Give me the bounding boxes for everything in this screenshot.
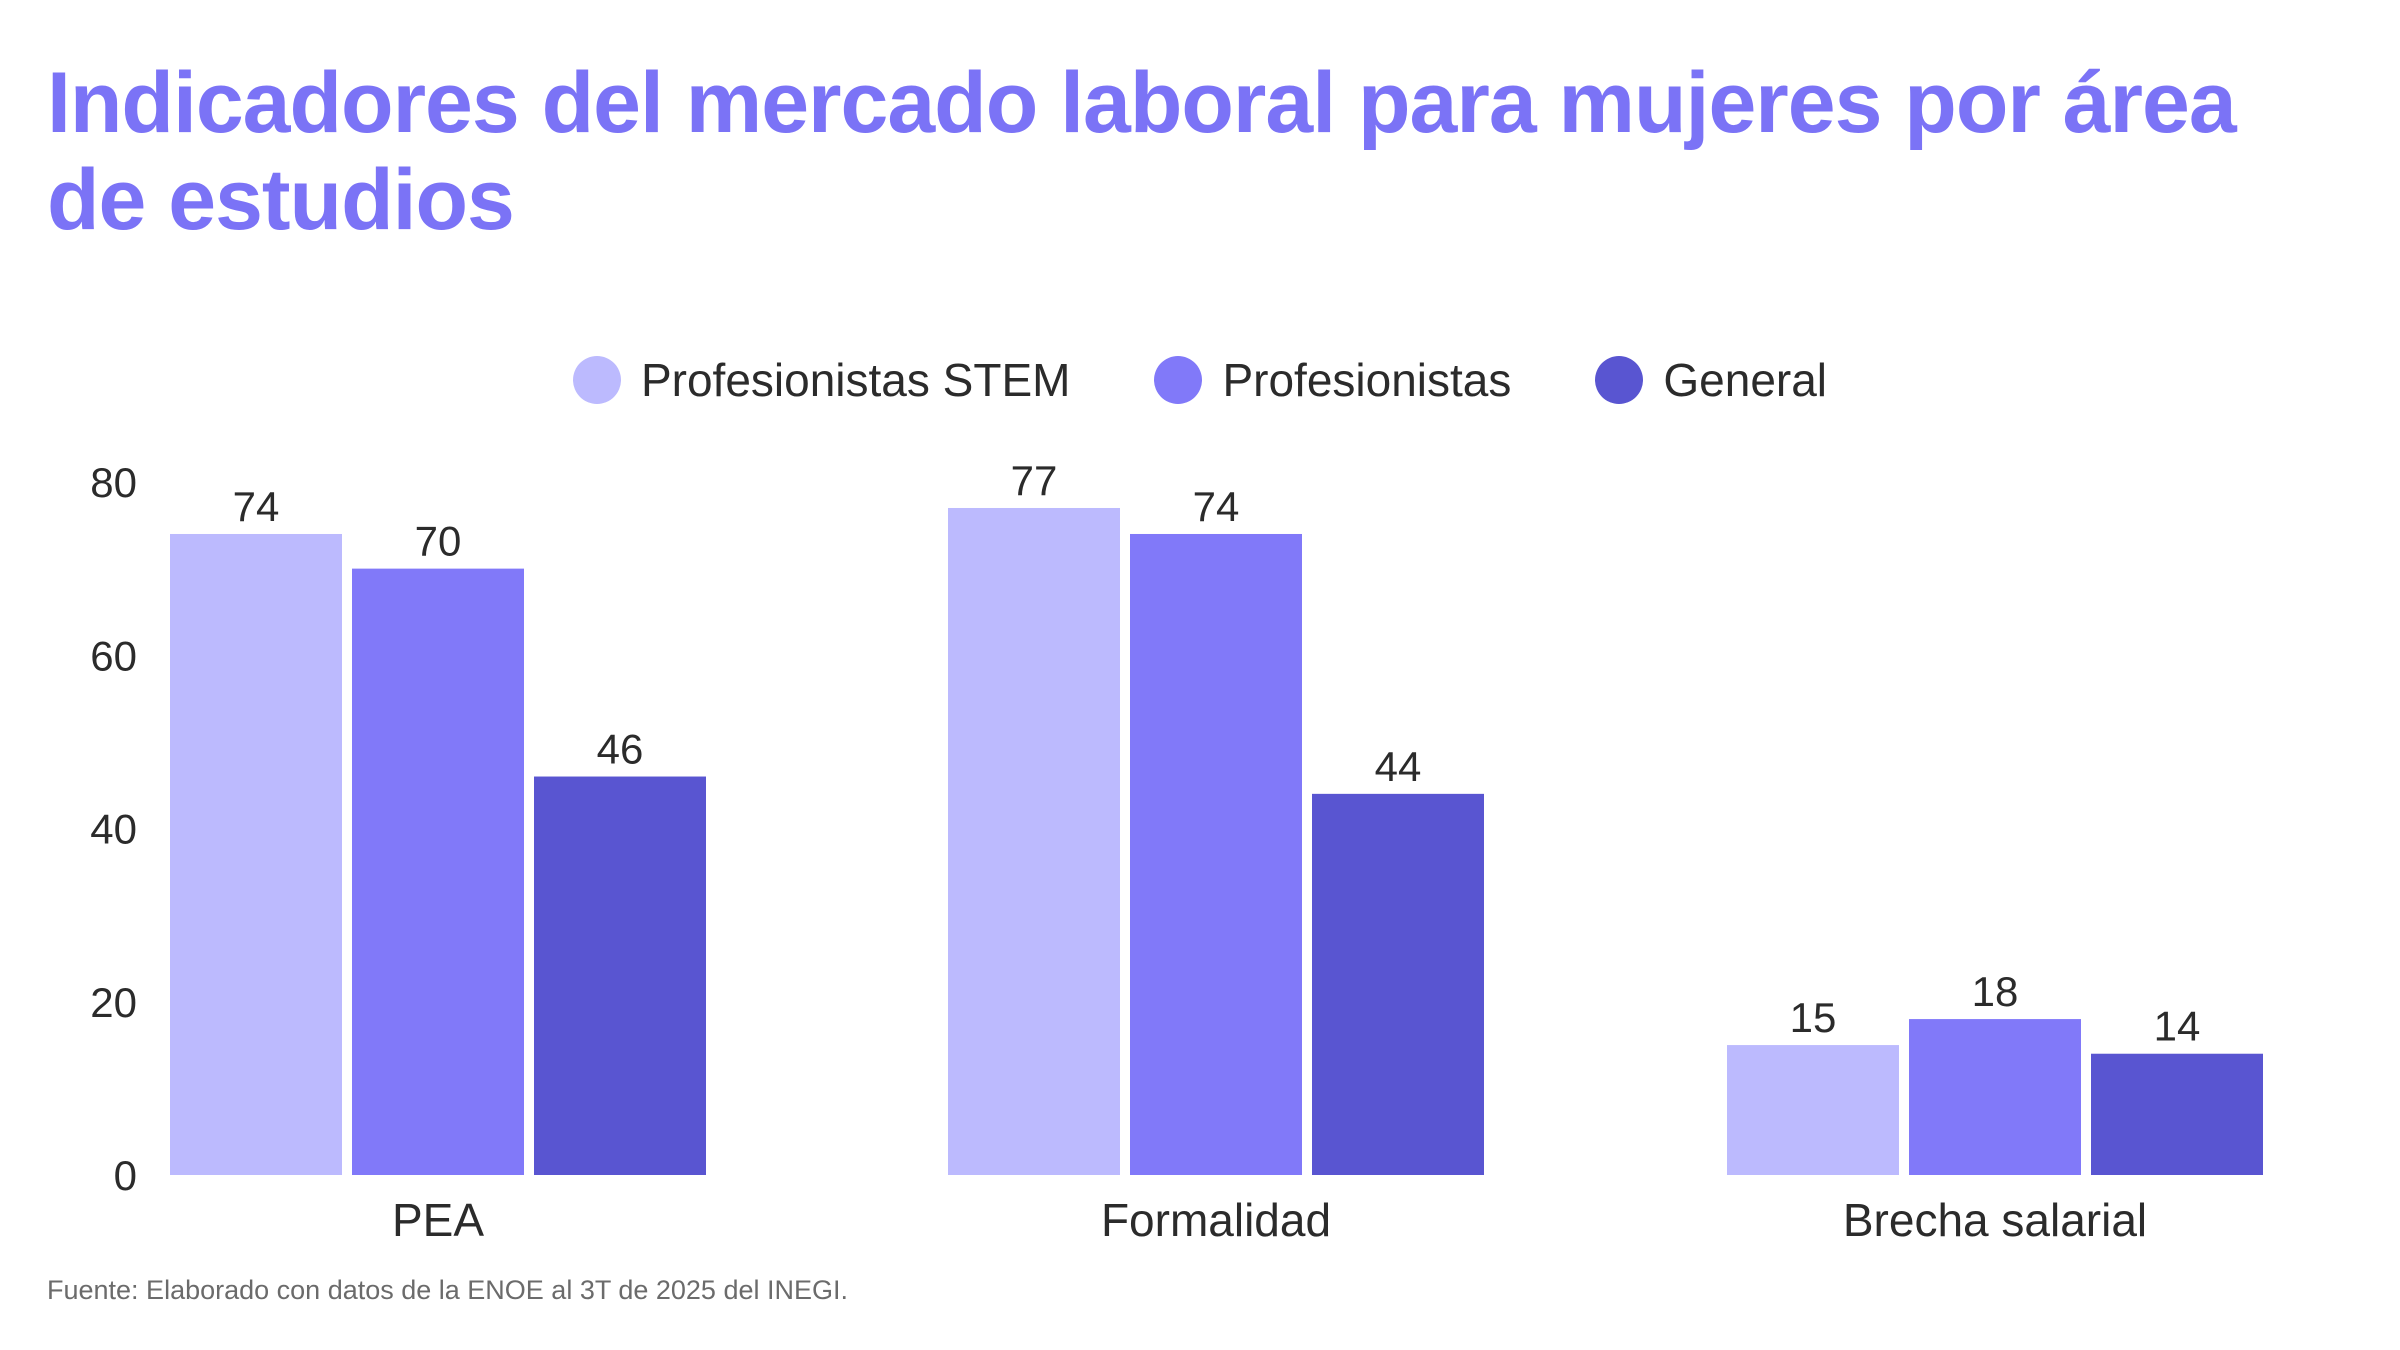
bar-chart: 0 20 40 60 80 74 70 46 PEA 77 74 44 Formalidad 15 18 14…: [90, 457, 2263, 1246]
data-label: 44: [1375, 743, 1422, 790]
legend-swatch: [1595, 356, 1644, 404]
legend-label: General: [1663, 354, 1828, 406]
x-tick-label: Brecha salarial: [1843, 1194, 2147, 1246]
chart-title: Indicadores del mercado laboral para muj…: [47, 55, 2237, 248]
bar: [170, 533, 342, 1175]
data-label: 74: [233, 483, 280, 530]
data-label: 46: [597, 726, 644, 773]
x-tick-label: PEA: [392, 1194, 484, 1246]
legend: Profesionistas STEM Profesionistas Gener…: [0, 345, 2400, 415]
data-label: 77: [1011, 457, 1058, 504]
y-tick-label: 20: [90, 979, 137, 1026]
data-label: 14: [2154, 1003, 2201, 1050]
y-tick-label: 40: [90, 806, 137, 853]
bar: [352, 568, 524, 1175]
data-label: 15: [1790, 994, 1837, 1041]
y-tick-label: 60: [90, 632, 137, 679]
legend-item-general: General: [1595, 353, 1827, 407]
legend-swatch: [1154, 356, 1203, 404]
data-label: 74: [1193, 483, 1240, 530]
legend-label: Profesionistas STEM: [640, 354, 1071, 406]
legend-label: Profesionistas: [1222, 354, 1512, 406]
bar: [1130, 533, 1302, 1175]
y-tick-label: 80: [90, 459, 137, 506]
bar: [1312, 793, 1484, 1175]
bar: [1909, 1019, 2081, 1175]
data-label: 70: [415, 518, 462, 565]
source-note: Fuente: Elaborado con datos de la ENOE a…: [47, 1275, 848, 1305]
x-tick-label: Formalidad: [1101, 1194, 1331, 1246]
bar: [1727, 1045, 1899, 1175]
legend-item-profesionistas: Profesionistas: [1154, 353, 1511, 407]
legend-item-profesionistas-stem: Profesionistas STEM: [572, 353, 1071, 407]
bar: [534, 776, 706, 1175]
data-label: 18: [1972, 968, 2019, 1015]
bar: [948, 507, 1120, 1175]
bar: [2091, 1053, 2263, 1175]
legend-swatch: [572, 356, 621, 404]
y-tick-label: 0: [114, 1152, 137, 1199]
